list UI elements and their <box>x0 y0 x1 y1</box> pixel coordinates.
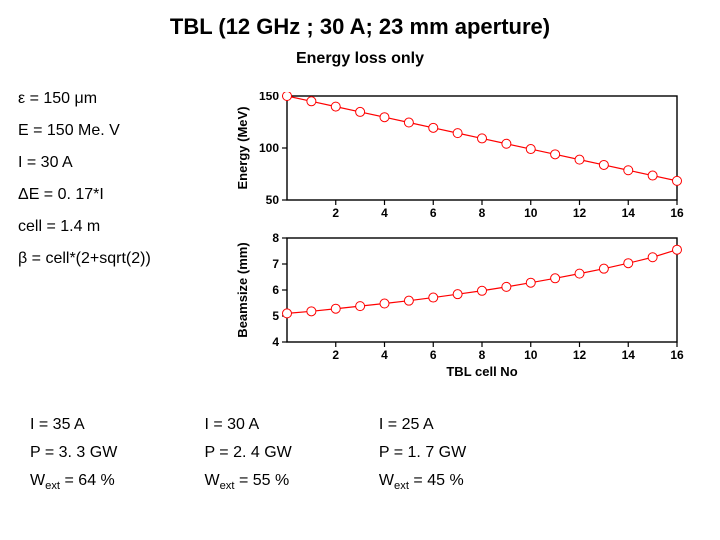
svg-text:7: 7 <box>272 257 279 271</box>
svg-text:8: 8 <box>479 348 486 362</box>
table-cell: P = 2. 4 GW <box>204 444 374 462</box>
svg-text:6: 6 <box>430 206 437 220</box>
table-cell: I = 30 A <box>204 416 374 434</box>
param-item: I = 30 A <box>18 154 151 172</box>
svg-text:50: 50 <box>266 193 280 207</box>
svg-text:TBL cell No: TBL cell No <box>446 364 517 379</box>
charts-container: 50 100 150 2 4 6 8 10 12 14 16 Energy (MeV) 4 5 6 7 8 2 4 6… <box>225 92 685 413</box>
svg-text:8: 8 <box>272 231 279 245</box>
svg-text:4: 4 <box>381 206 388 220</box>
svg-text:14: 14 <box>622 206 636 220</box>
table-cell: I = 35 A <box>30 416 200 434</box>
table-col: I = 35 A P = 3. 3 GW Wext = 64 % <box>30 416 200 502</box>
svg-text:6: 6 <box>272 283 279 297</box>
page-title: TBL (12 GHz ; 30 A; 23 mm aperture) <box>0 14 720 40</box>
svg-text:4: 4 <box>381 348 388 362</box>
table-col: I = 30 A P = 2. 4 GW Wext = 55 % <box>204 416 374 502</box>
svg-text:12: 12 <box>573 206 587 220</box>
table-cell: Wext = 45 % <box>379 472 549 492</box>
svg-text:2: 2 <box>332 206 339 220</box>
table-cell: I = 25 A <box>379 416 549 434</box>
table-cell: P = 3. 3 GW <box>30 444 200 462</box>
svg-text:Energy (MeV): Energy (MeV) <box>235 106 250 189</box>
svg-text:4: 4 <box>272 335 279 349</box>
param-item: E = 150 Me. V <box>18 122 151 140</box>
param-item: ε = 150 μm <box>18 90 151 108</box>
svg-text:16: 16 <box>670 348 684 362</box>
table-col: I = 25 A P = 1. 7 GW Wext = 45 % <box>379 416 549 502</box>
table-cell: Wext = 55 % <box>204 472 374 492</box>
svg-text:150: 150 <box>259 92 279 103</box>
svg-text:5: 5 <box>272 309 279 323</box>
page-subtitle: Energy loss only <box>0 50 720 68</box>
parameter-list: ε = 150 μm E = 150 Me. V I = 30 A ΔE = 0… <box>18 90 151 282</box>
results-table: I = 35 A P = 3. 3 GW Wext = 64 % I = 30 … <box>30 416 549 502</box>
charts-svg: 50 100 150 2 4 6 8 10 12 14 16 Energy (MeV) 4 5 6 7 8 2 4 6… <box>225 92 685 408</box>
table-cell: P = 1. 7 GW <box>379 444 549 462</box>
param-item: β = cell*(2+sqrt(2)) <box>18 250 151 268</box>
svg-text:2: 2 <box>332 348 339 362</box>
svg-text:16: 16 <box>670 206 684 220</box>
param-item: ΔE = 0. 17*I <box>18 186 151 204</box>
svg-text:Beamsize (mm): Beamsize (mm) <box>235 242 250 337</box>
svg-text:10: 10 <box>524 348 538 362</box>
svg-text:14: 14 <box>622 348 636 362</box>
svg-text:12: 12 <box>573 348 587 362</box>
svg-text:8: 8 <box>479 206 486 220</box>
table-cell: Wext = 64 % <box>30 472 200 492</box>
param-item: cell = 1.4 m <box>18 218 151 236</box>
svg-text:10: 10 <box>524 206 538 220</box>
svg-text:6: 6 <box>430 348 437 362</box>
svg-text:100: 100 <box>259 141 279 155</box>
